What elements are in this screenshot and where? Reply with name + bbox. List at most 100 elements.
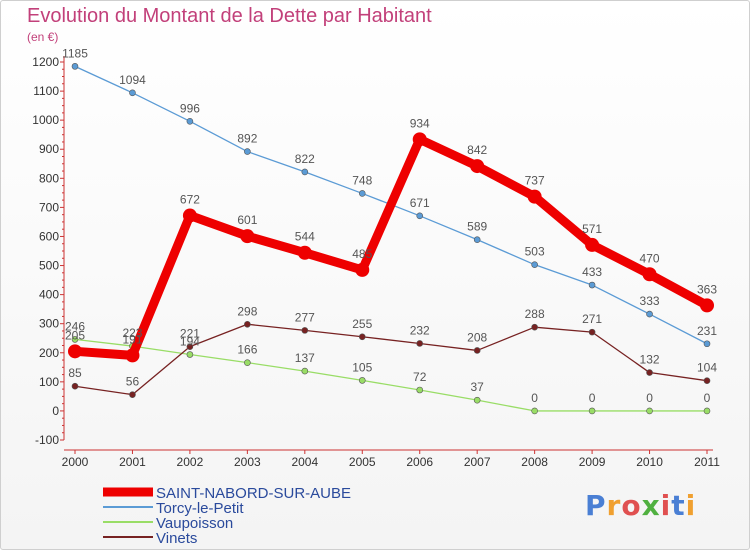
- data-label: 671: [410, 196, 430, 210]
- data-point: [71, 63, 79, 70]
- x-tick-label: 2000: [62, 455, 89, 469]
- y-tick-label: 900: [39, 142, 59, 156]
- data-label: 37: [471, 380, 485, 394]
- legend-label: SAINT-NABORD-SUR-AUBE: [156, 485, 351, 502]
- logo-letter: i: [685, 489, 697, 522]
- data-point: [531, 261, 538, 268]
- data-point: [531, 407, 538, 415]
- data-label: 298: [237, 304, 257, 318]
- data-label: 271: [582, 312, 602, 326]
- data-point: [703, 407, 711, 415]
- data-label: 485: [352, 247, 372, 261]
- logo-letter: t: [671, 489, 686, 522]
- data-label: 892: [237, 132, 257, 146]
- x-tick-label: 2007: [464, 455, 491, 469]
- data-label: 132: [640, 353, 660, 367]
- data-point: [301, 367, 309, 375]
- data-label: 246: [65, 319, 85, 333]
- y-tick-label: 400: [39, 288, 59, 302]
- data-point: [588, 328, 596, 336]
- chart-title: Evolution du Montant de la Dette par Hab…: [27, 5, 432, 27]
- data-label: 208: [467, 330, 487, 344]
- data-label: 205: [65, 328, 85, 342]
- data-point: [646, 310, 653, 318]
- data-point: [703, 377, 711, 384]
- data-point: [186, 118, 194, 125]
- series-line: [70, 134, 712, 360]
- data-point: [186, 351, 194, 358]
- data-point: [646, 407, 653, 415]
- y-tick-label: 500: [39, 259, 59, 273]
- data-label: 822: [295, 152, 315, 166]
- data-label: 0: [646, 391, 653, 405]
- data-label: 748: [352, 173, 372, 187]
- data-point: [531, 323, 538, 331]
- x-tick-label: 2004: [291, 455, 318, 469]
- data-label: 0: [531, 391, 538, 405]
- logo-letter: P: [585, 489, 607, 522]
- data-label: 672: [180, 193, 200, 207]
- data-label: 1185: [62, 46, 88, 60]
- x-tick-label: 2002: [177, 455, 204, 469]
- data-point: [68, 344, 82, 359]
- data-point: [703, 340, 711, 348]
- x-tick-label: 2008: [521, 455, 548, 469]
- logo-letter: o: [621, 489, 642, 522]
- data-label: 104: [697, 361, 717, 375]
- data-point: [71, 382, 79, 390]
- data-label: 221: [180, 327, 200, 341]
- data-label: 231: [697, 324, 717, 338]
- data-label: 0: [589, 391, 596, 405]
- data-label: 72: [413, 370, 427, 384]
- data-label: 433: [582, 265, 602, 279]
- data-label: 85: [68, 366, 82, 380]
- data-label: 737: [525, 174, 545, 188]
- data-label: 996: [180, 101, 200, 115]
- y-tick-label: 1000: [32, 113, 59, 127]
- data-label: 601: [237, 213, 257, 227]
- unit-label: (en €): [27, 30, 59, 44]
- y-tick-label: 0: [52, 404, 59, 418]
- series-line: [74, 338, 708, 412]
- data-point: [244, 320, 251, 328]
- data-point: [129, 391, 136, 398]
- data-label: 589: [467, 220, 487, 234]
- data-label: 333: [640, 294, 660, 308]
- x-tick-label: 2001: [119, 455, 146, 469]
- x-tick-label: 2003: [234, 455, 261, 469]
- data-label: 194: [180, 335, 200, 349]
- data-label: 166: [237, 343, 257, 357]
- data-point: [244, 148, 251, 155]
- data-label: 0: [704, 391, 711, 405]
- data-point: [129, 89, 136, 97]
- data-point: [416, 340, 424, 347]
- x-tick-label: 2005: [349, 455, 376, 469]
- legend-label: Vaupoisson: [156, 515, 233, 532]
- data-label: 277: [295, 310, 315, 324]
- data-point: [588, 407, 596, 415]
- data-point: [297, 245, 312, 260]
- y-tick-label: 100: [39, 375, 59, 389]
- data-point: [588, 281, 596, 289]
- data-point: [71, 336, 79, 343]
- data-point: [470, 159, 485, 174]
- data-label: 105: [352, 360, 372, 374]
- data-point: [186, 343, 194, 350]
- data-label: 232: [410, 323, 430, 337]
- legend-label: Torcy-le-Petit: [156, 500, 244, 517]
- data-label: 137: [295, 351, 315, 365]
- data-point: [646, 369, 653, 376]
- data-point: [700, 298, 714, 313]
- series-line: [74, 323, 708, 396]
- data-label: 934: [410, 116, 430, 130]
- data-label: 363: [697, 282, 717, 296]
- x-tick-label: 2010: [636, 455, 663, 469]
- data-point: [355, 262, 370, 277]
- data-label: 1094: [119, 73, 146, 87]
- data-point: [416, 212, 424, 220]
- y-tick-label: 1200: [32, 55, 59, 69]
- x-tick-label: 2009: [579, 455, 606, 469]
- data-point: [416, 386, 424, 394]
